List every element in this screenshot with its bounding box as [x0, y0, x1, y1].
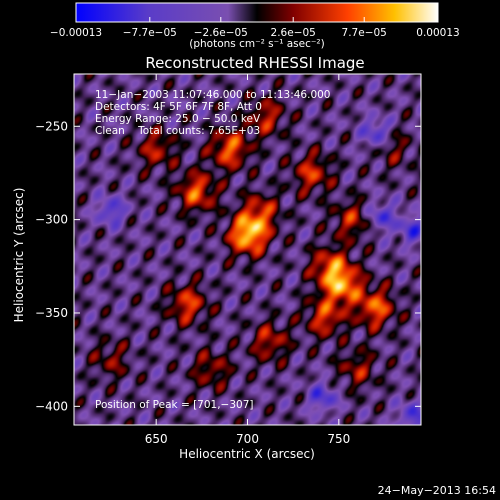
colorbar-tick-label: 7.7e−05	[342, 27, 387, 39]
y-tick-label: −300	[35, 213, 68, 227]
annotation-time: 11−Jan−2003 11:07:46.000 to 11:13:46.000	[95, 89, 331, 101]
colorbar-tick-label: −7.7e−05	[123, 27, 177, 39]
annotation-energy: Energy Range: 25.0 − 50.0 keV	[95, 113, 261, 125]
colorbar-ticks: −0.00013 −7.7e−05 −2.6e−05 2.6e−05 7.7e−05 0.…	[50, 17, 460, 39]
x-tick-label: 750	[327, 432, 350, 446]
heatmap-image	[74, 74, 421, 425]
colorbar-tick-label: −2.6e−05	[194, 27, 248, 39]
y-tick-label: −350	[35, 306, 68, 320]
plot-area: 650 700 750 −250 −300 −350 −400 11−Jan−2003 11…	[35, 73, 422, 446]
x-tick-label: 650	[145, 432, 168, 446]
x-tick-label: 700	[236, 432, 259, 446]
colorbar-tick-label: 0.00013	[416, 27, 459, 39]
annotation-detectors: Detectors: 4F 5F 6F 7F 8F, Att 0	[95, 101, 262, 113]
peak-position-label: Position of Peak = [701,−307]	[95, 399, 254, 411]
annotation-counts: Clean Total counts: 7.65E+03	[95, 125, 260, 137]
axis-tick-labels: 650 700 750 −250 −300 −350 −400	[35, 119, 350, 446]
axis-ticks	[74, 74, 421, 425]
colorbar-tick-label: 2.6e−05	[271, 27, 316, 39]
colorbar-gradient	[75, 2, 439, 23]
colorbar-unit-label: (photons cm⁻² s⁻¹ asec⁻²)	[189, 38, 324, 50]
x-axis-label: Heliocentric X (arcsec)	[179, 447, 315, 461]
y-axis-label: Heliocentric Y (arcsec)	[12, 188, 26, 323]
y-tick-label: −250	[35, 119, 68, 133]
y-tick-label: −400	[35, 399, 68, 413]
colorbar: −0.00013 −7.7e−05 −2.6e−05 2.6e−05 7.7e−05 0.…	[50, 2, 460, 50]
colorbar-tick-label: −0.00013	[50, 27, 102, 39]
chart-title: Reconstructed RHESSI Image	[145, 54, 364, 72]
footer-date: 24−May−2013 16:54	[378, 484, 496, 497]
